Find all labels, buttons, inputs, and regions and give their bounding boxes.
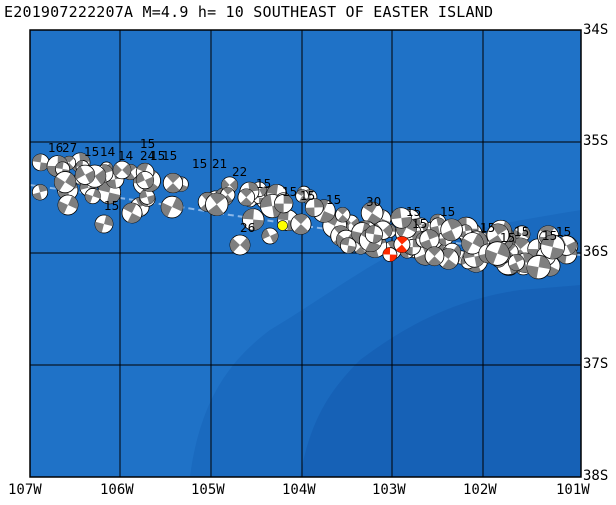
depth-label: 15 — [140, 137, 155, 151]
lon-label-101W: 101W — [556, 482, 590, 498]
depth-label: 15 — [162, 149, 177, 163]
beachball-icon — [94, 214, 114, 234]
beachball-icon — [335, 207, 351, 223]
beachball-icon — [507, 254, 525, 271]
beachball-icon — [121, 202, 143, 224]
current-event-beachball-icon — [393, 236, 411, 253]
depth-label: 15 — [192, 157, 207, 171]
lon-label-103W: 103W — [372, 482, 406, 498]
depth-label: 14 — [100, 145, 115, 159]
depth-label: 15 — [412, 217, 427, 231]
map-frame — [29, 29, 582, 478]
beachball-icon — [162, 172, 184, 194]
current-event-beachball-icon — [382, 247, 398, 262]
beachball-icon — [360, 201, 384, 225]
lon-label-106W: 106W — [100, 482, 134, 498]
depth-label: 15 — [500, 231, 515, 245]
focal-mechanisms — [31, 152, 579, 280]
beachball-icon — [364, 225, 383, 244]
beachball-icon — [229, 234, 251, 256]
beachball-icon — [485, 241, 510, 266]
beachball-icon — [31, 153, 50, 172]
beachball-icon — [75, 164, 96, 185]
beachball-icon — [160, 195, 184, 219]
depth-label: 15 — [542, 229, 557, 243]
lat-label-35S: 35S — [583, 133, 609, 149]
lat-label-38S: 38S — [583, 468, 609, 484]
beachball-icon — [205, 192, 229, 217]
lat-label-37S: 37S — [583, 356, 609, 372]
beachball-icon — [419, 229, 440, 250]
lon-label-102W: 102W — [463, 482, 497, 498]
depth-label: 15 — [440, 205, 455, 219]
depth-label: 15 — [282, 185, 297, 199]
lat-label-34S: 34S — [583, 22, 609, 38]
depth-label: 15 — [480, 221, 495, 235]
depth-label: 27 — [62, 141, 77, 155]
lon-label-105W: 105W — [191, 482, 225, 498]
beachball-icon — [135, 171, 155, 190]
lat-label-36S: 36S — [583, 244, 609, 260]
lon-label-107W: 107W — [8, 482, 42, 498]
beachball-icon — [84, 188, 101, 205]
beachball-icon — [57, 194, 79, 216]
beachball-icon — [261, 227, 279, 245]
depth-label: 15 — [256, 177, 271, 191]
depth-label: 30 — [366, 195, 381, 209]
beachball-icon — [540, 234, 566, 260]
beachball-icon — [290, 213, 312, 235]
beachball-icon — [112, 160, 132, 180]
depth-label: 21 — [212, 157, 227, 171]
abyssal-plain — [300, 285, 581, 477]
beachball-icon — [340, 237, 357, 254]
beachball-icon — [274, 194, 294, 214]
beachball-icon — [526, 255, 551, 280]
beachball-icon — [31, 184, 49, 201]
depth-label: 15 — [556, 225, 571, 239]
depth-label: 15 — [514, 225, 529, 239]
lon-label-104W: 104W — [282, 482, 316, 498]
beachball-icon — [486, 223, 510, 247]
depth-label: 16 — [48, 141, 63, 155]
depth-label: 15 — [326, 193, 341, 207]
beachball-icon — [304, 198, 324, 217]
depth-label: 15 — [150, 149, 165, 163]
depth-label: 24 — [140, 149, 155, 163]
depth-label: 22 — [232, 165, 247, 179]
depth-label: 14 — [118, 149, 133, 163]
depth-label: 26 — [240, 221, 255, 235]
beachball-icon — [242, 208, 265, 231]
depth-label: 15 — [406, 205, 421, 219]
beachball-icon — [461, 232, 484, 255]
beachball-icon — [53, 171, 77, 194]
beachball-icon — [424, 246, 445, 267]
beachball-icon — [440, 218, 463, 242]
depth-label: 15 — [84, 145, 99, 159]
beachball-icon — [295, 189, 309, 203]
map-title: E201907222207A M=4.9 h= 10 SOUTHEAST OF … — [4, 3, 494, 21]
beachball-icon — [390, 207, 412, 229]
grid — [30, 30, 581, 477]
beachball-icon — [139, 189, 156, 205]
depth-label: 15 — [300, 189, 315, 203]
highlighted-event-icon — [277, 220, 288, 231]
beachball-icon — [237, 188, 256, 207]
depth-label: 15 — [104, 199, 119, 213]
